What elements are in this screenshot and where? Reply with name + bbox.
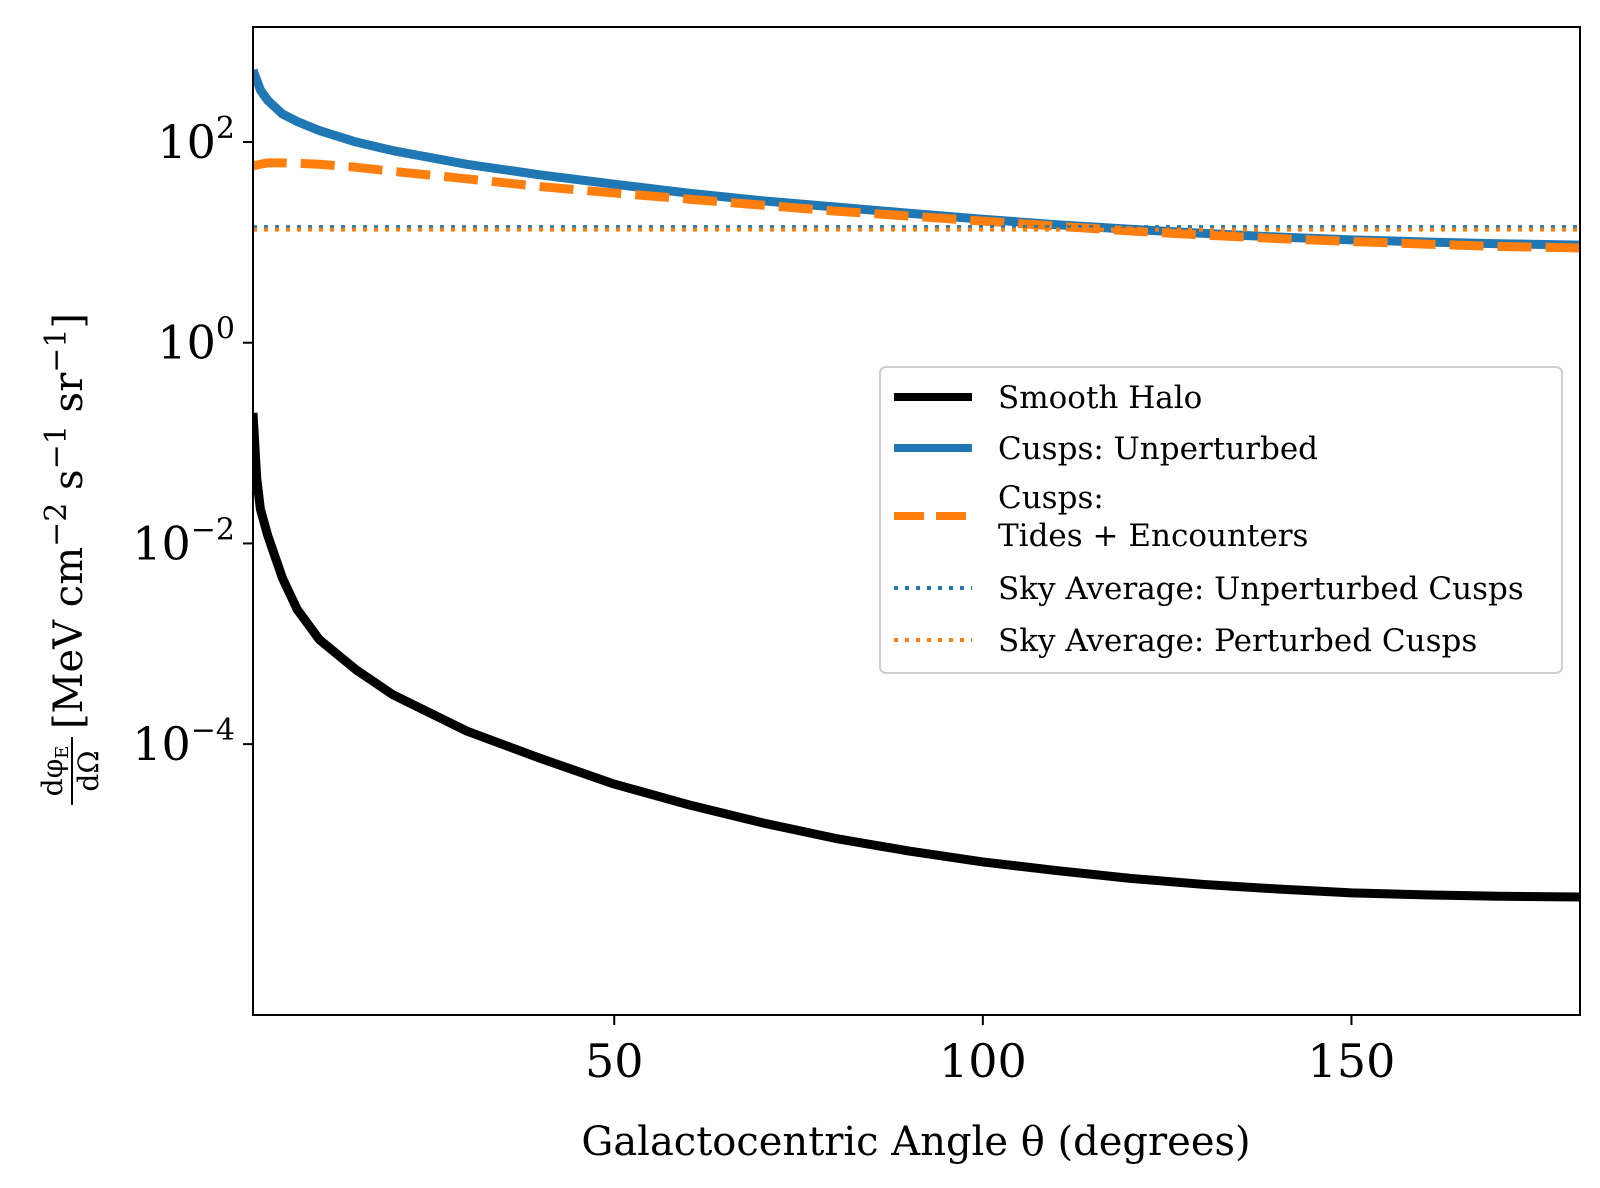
- legend: Smooth Halo Cusps: Unperturbed Cusps:Tides…: [879, 366, 1563, 674]
- legend-label-2-line-1: Tides + Encounters: [998, 518, 1308, 554]
- y-axis-title-sr: sr: [46, 372, 92, 425]
- legend-box: [879, 366, 1563, 674]
- y-axis-title-exp1: −2: [39, 503, 74, 547]
- y-axis-title-exp2: −1: [39, 425, 74, 469]
- x-tick-label-1: 100: [939, 1034, 1027, 1088]
- series-layer: [253, 68, 1580, 902]
- y-axis-title: [MeV cm−2 s−1 sr−1] dφE dΩ: [36, 313, 105, 805]
- svg-text:[MeV cm−2 s−1 sr−1]: [MeV cm−2 s−1 sr−1]: [39, 313, 92, 729]
- y-axis-title-units-open: [MeV cm: [46, 547, 92, 729]
- y-axis-title-exp3: −1: [39, 329, 74, 373]
- plot-frame: [252, 26, 1581, 1016]
- series-line-2: [253, 158, 1580, 253]
- y-tick-label-2: 10−2: [132, 512, 235, 570]
- svg-text:dφE: dφE: [36, 746, 73, 797]
- tick-layer: 50 100 150 102 100 10−2 10−4: [132, 111, 1395, 1088]
- legend-label-1: Cusps: Unperturbed: [998, 431, 1318, 467]
- y-axis-title-frac-num: dφ: [36, 759, 69, 797]
- legend-label-4: Sky Average: Perturbed Cusps: [998, 623, 1477, 659]
- y-tick-label-3: 10−4: [132, 713, 235, 771]
- legend-label-2-line-0: Cusps:: [998, 480, 1104, 516]
- legend-label-0: Smooth Halo: [998, 380, 1202, 416]
- y-axis-title-frac-den: dΩ: [72, 750, 105, 791]
- y-axis-title-frac-num-sub: E: [52, 746, 73, 759]
- x-tick-label-0: 50: [585, 1034, 644, 1088]
- x-axis-title: Galactocentric Angle θ (degrees): [581, 1119, 1250, 1165]
- y-axis-title-units-close: ]: [46, 313, 92, 329]
- y-tick-label-1: 100: [157, 312, 235, 370]
- legend-label-3: Sky Average: Unperturbed Cusps: [998, 571, 1524, 607]
- y-tick-label-0: 102: [157, 111, 235, 169]
- x-tick-label-2: 150: [1308, 1034, 1396, 1088]
- series-line-0: [253, 412, 1580, 902]
- y-axis-title-s: s: [46, 469, 92, 502]
